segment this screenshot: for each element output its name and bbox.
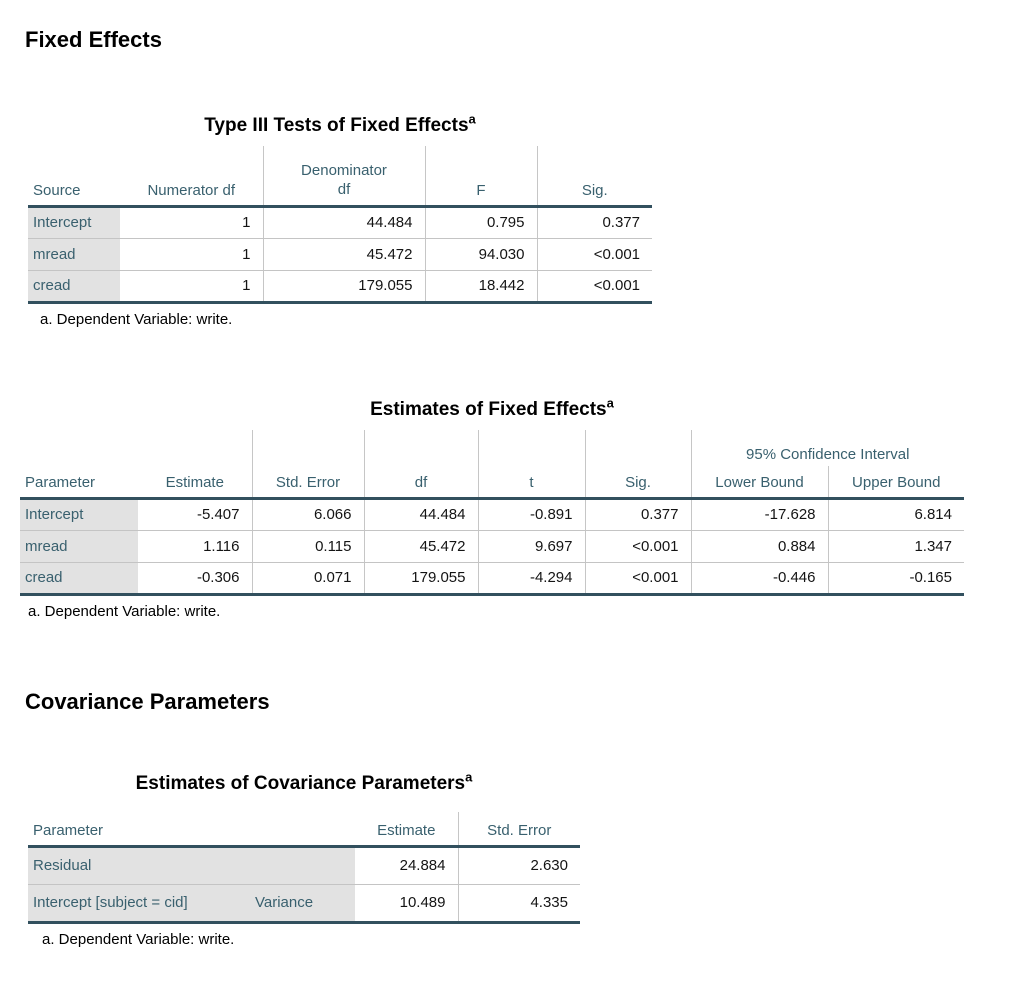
cell-std-error: 2.630 [458, 846, 580, 885]
cell-sig: <0.001 [537, 238, 652, 271]
table-row: Residual 24.884 2.630 [28, 846, 580, 885]
fixed-estimates-table: 95% Confidence Interval Parameter Estima… [20, 430, 964, 596]
table-footnote: a. Dependent Variable: write. [28, 602, 221, 620]
cell-numerator-df: 1 [120, 238, 264, 271]
type3-tests-block: Type III Tests of Fixed Effectsa Source … [28, 111, 652, 330]
cell-sig: <0.001 [537, 270, 652, 304]
header-spacer [364, 430, 479, 466]
col-spanner-confidence-interval: 95% Confidence Interval [746, 446, 910, 463]
table-row: cread 1 179.055 18.442 <0.001 [28, 270, 652, 304]
col-header-estimate: Estimate [138, 466, 253, 500]
cell-std-error: 6.066 [252, 498, 365, 531]
cell-df: 179.055 [364, 562, 479, 596]
cell-estimate: 10.489 [355, 884, 459, 924]
cell-t: -0.891 [478, 498, 586, 531]
header-spacer [585, 430, 692, 466]
cell-std-error: 0.071 [252, 562, 365, 596]
cell-t: -4.294 [478, 562, 586, 596]
type3-tests-table: Source Numerator df Denominator df F Sig… [28, 146, 652, 304]
col-header-f: F [425, 146, 538, 208]
cell-sig: 0.377 [585, 498, 692, 531]
cell-f: 94.030 [425, 238, 538, 271]
cell-denominator-df: 44.484 [263, 206, 426, 239]
header-spacer [478, 430, 586, 466]
row-label: Intercept [28, 206, 120, 239]
cell-numerator-df: 1 [120, 270, 264, 304]
table-row: Intercept -5.407 6.066 44.484 -0.891 0.3… [20, 498, 964, 531]
col-header-std-error: Std. Error [458, 812, 580, 848]
row-label: cread [28, 270, 120, 304]
cell-lower-bound: -17.628 [691, 498, 829, 531]
header-spacer [138, 430, 253, 466]
type3-tests-title-text: Type III Tests of Fixed Effects [204, 115, 469, 136]
row-label: mread [28, 238, 120, 271]
cell-lower-bound: 0.884 [691, 530, 829, 563]
cell-df: 44.484 [364, 498, 479, 531]
col-header-df: df [364, 466, 479, 500]
cell-estimate: 1.116 [138, 530, 253, 563]
row-label: Residual [28, 846, 355, 885]
fixed-estimates-block: Estimates of Fixed Effectsa 95% Confiden… [20, 395, 964, 622]
row-label: Intercept [subject = cid] [28, 884, 250, 924]
fixed-estimates-title-footnote-marker: a [606, 395, 614, 411]
row-label: mread [20, 530, 138, 563]
cell-sig: <0.001 [585, 562, 692, 596]
col-header-estimate: Estimate [355, 812, 459, 848]
col-header-sig: Sig. [537, 146, 652, 208]
covariance-estimates-title-text: Estimates of Covariance Parameters [135, 773, 466, 794]
table-row: cread -0.306 0.071 179.055 -4.294 <0.001… [20, 562, 964, 596]
cell-t: 9.697 [478, 530, 586, 563]
cell-std-error: 0.115 [252, 530, 365, 563]
col-header-lower-bound: Lower Bound [691, 466, 829, 500]
cell-denominator-df: 179.055 [263, 270, 426, 304]
col-header-sig: Sig. [585, 466, 692, 500]
cell-denominator-df: 45.472 [263, 238, 426, 271]
cell-upper-bound: 1.347 [828, 530, 964, 563]
cell-sig: <0.001 [585, 530, 692, 563]
covariance-estimates-block: Estimates of Covariance Parametersa Para… [28, 769, 580, 950]
cell-df: 45.472 [364, 530, 479, 563]
covariance-estimates-table: Parameter Estimate Std. Error Residual 2… [28, 812, 580, 924]
row-label: cread [20, 562, 138, 596]
table-row: mread 1.116 0.115 45.472 9.697 <0.001 0.… [20, 530, 964, 563]
col-header-upper-bound: Upper Bound [828, 466, 964, 500]
cell-upper-bound: -0.165 [828, 562, 964, 596]
cell-sig: 0.377 [537, 206, 652, 239]
cell-std-error: 4.335 [458, 884, 580, 924]
covariance-estimates-title-footnote-marker: a [465, 769, 473, 785]
col-header-parameter: Parameter [28, 812, 355, 848]
fixed-estimates-title: Estimates of Fixed Effectsa [20, 395, 964, 422]
row-label: Intercept [20, 498, 138, 531]
cell-numerator-df: 1 [120, 206, 264, 239]
table-footnote: a. Dependent Variable: write. [42, 930, 235, 948]
fixed-effects-heading: Fixed Effects [25, 27, 162, 52]
header-spacer [20, 430, 138, 466]
covariance-estimates-title: Estimates of Covariance Parametersa [28, 769, 580, 796]
table-row: Intercept 1 44.484 0.795 0.377 [28, 206, 652, 239]
col-header-numerator-df: Numerator df [120, 146, 264, 208]
row-sublabel-variance: Variance [250, 884, 355, 924]
cell-f: 0.795 [425, 206, 538, 239]
table-footnote: a. Dependent Variable: write. [40, 310, 233, 328]
cell-estimate: -0.306 [138, 562, 253, 596]
cell-upper-bound: 6.814 [828, 498, 964, 531]
fixed-estimates-title-text: Estimates of Fixed Effects [370, 399, 607, 420]
table-row: mread 1 45.472 94.030 <0.001 [28, 238, 652, 271]
cell-f: 18.442 [425, 270, 538, 304]
cell-estimate: -5.407 [138, 498, 253, 531]
cell-lower-bound: -0.446 [691, 562, 829, 596]
col-header-t: t [478, 466, 586, 500]
col-header-source: Source [28, 146, 120, 208]
col-header-denominator-df: Denominator df [263, 146, 426, 208]
col-header-std-error: Std. Error [252, 466, 365, 500]
covariance-parameters-heading: Covariance Parameters [25, 689, 270, 714]
type3-tests-title: Type III Tests of Fixed Effectsa [28, 111, 652, 138]
header-spacer [252, 430, 365, 466]
col-header-parameter: Parameter [20, 466, 138, 500]
type3-tests-title-footnote-marker: a [468, 111, 476, 127]
cell-estimate: 24.884 [355, 846, 459, 885]
table-row: Intercept [subject = cid] Variance 10.48… [28, 884, 580, 924]
